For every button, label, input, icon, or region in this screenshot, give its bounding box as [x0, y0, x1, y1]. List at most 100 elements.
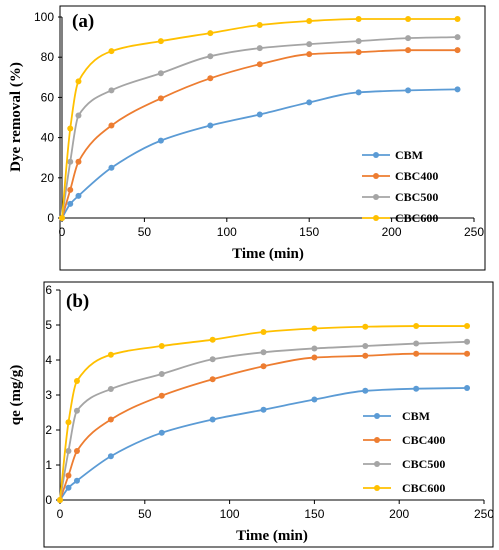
- y-tick-label: 1: [45, 458, 52, 472]
- data-point-cbc400: [209, 376, 216, 383]
- x-tick-label: 50: [138, 507, 152, 521]
- data-point-cbc400: [65, 472, 72, 479]
- data-point-cbc600: [454, 16, 461, 23]
- x-tick-label: 0: [59, 225, 66, 239]
- data-point-cbc600: [306, 18, 313, 25]
- panel-label: (b): [66, 291, 89, 312]
- legend-label-cbc600: CBC600: [395, 211, 438, 225]
- y-tick-label: 2: [45, 423, 52, 437]
- y-tick-label: 0: [47, 211, 54, 225]
- x-tick-label: 100: [217, 225, 237, 239]
- data-point-cbc400: [311, 354, 318, 361]
- data-point-cbc500: [311, 345, 318, 352]
- legend-marker-cbm: [374, 413, 380, 419]
- data-point-cbm: [209, 416, 216, 423]
- data-point-cbc600: [355, 16, 362, 23]
- data-point-cbc400: [413, 350, 420, 357]
- data-point-cbm: [158, 429, 165, 436]
- data-point-cbc400: [67, 186, 74, 193]
- y-axis-title: qe (mg/g): [8, 365, 24, 425]
- series-line-cbc400: [59, 352, 468, 501]
- data-point-cbc500: [207, 53, 214, 60]
- x-tick-label: 150: [299, 225, 319, 239]
- legend-marker-cbc500: [373, 194, 379, 200]
- y-tick-label: 40: [41, 131, 55, 145]
- data-point-cbm: [260, 406, 267, 413]
- series-group: [57, 323, 471, 503]
- data-point-cbc400: [73, 448, 80, 454]
- legend-marker-cbc600: [374, 485, 380, 491]
- legend: CBM CBC400 CBC500 CBC600: [363, 409, 445, 495]
- data-point-cbm: [355, 89, 362, 96]
- data-point-cbm: [311, 396, 318, 403]
- data-point-cbc600: [65, 419, 72, 426]
- data-point-cbc500: [306, 41, 313, 48]
- legend-label-cbc400: CBC400: [402, 433, 445, 447]
- data-point-cbc600: [108, 48, 115, 55]
- legend-marker-cbc400: [373, 173, 379, 179]
- data-point-cbm: [464, 385, 471, 391]
- data-point-cbc500: [108, 87, 115, 94]
- panel-border: [59, 5, 486, 271]
- data-point-cbc600: [311, 325, 318, 332]
- x-tick-label: 250: [474, 507, 494, 521]
- data-point-cbc400: [108, 122, 115, 129]
- data-point-cbc400: [260, 363, 267, 370]
- data-point-cbc600: [413, 323, 420, 330]
- legend-marker-cbc600: [373, 215, 379, 221]
- legend-marker-cbm: [373, 152, 379, 158]
- data-point-cbm: [108, 164, 115, 171]
- data-point-cbc600: [362, 323, 369, 330]
- data-point-cbc500: [107, 386, 114, 393]
- data-point-cbc500: [355, 38, 362, 45]
- data-point-cbc500: [256, 45, 263, 52]
- legend-label-cbc600: CBC600: [402, 481, 445, 495]
- data-point-cbc500: [73, 407, 80, 414]
- data-point-cbc500: [209, 356, 216, 363]
- y-tick-label: 0: [45, 493, 52, 507]
- legend-label-cbm: CBM: [402, 409, 430, 423]
- x-tick-label: 50: [138, 225, 152, 239]
- legend-label-cbc500: CBC500: [402, 457, 445, 471]
- data-point-cbc400: [454, 47, 461, 54]
- data-point-cbc600: [260, 329, 267, 335]
- data-point-cbc500: [158, 371, 165, 377]
- data-point-cbc400: [157, 95, 164, 102]
- data-point-cbc400: [306, 51, 313, 58]
- data-point-cbc600: [75, 78, 82, 85]
- legend-label-cbc500: CBC500: [395, 190, 438, 204]
- data-point-cbc600: [59, 215, 65, 221]
- y-ticks: 0 20 40 60 80 100: [34, 10, 62, 225]
- data-point-cbm: [73, 477, 80, 484]
- data-point-cbc600: [157, 38, 164, 45]
- chart-panel-b: (b) 0 50 100 150 200 250 0 1 2 3 4 5 6 Time (min) q…: [8, 281, 494, 548]
- legend-label-cbc400: CBC400: [395, 169, 438, 183]
- y-tick-label: 6: [45, 283, 52, 297]
- data-point-cbc600: [405, 16, 412, 23]
- x-ticks: 0 50 100 150 200 250: [59, 218, 484, 239]
- data-point-cbm: [107, 453, 114, 460]
- data-point-cbc500: [464, 338, 471, 345]
- data-point-cbc500: [157, 70, 164, 77]
- x-tick-label: 250: [464, 225, 484, 239]
- data-point-cbc600: [209, 336, 216, 343]
- panel-border: [43, 281, 494, 548]
- data-point-cbm: [454, 86, 461, 93]
- data-point-cbc600: [107, 351, 114, 358]
- data-point-cbc400: [75, 158, 82, 165]
- x-axis-title: Time (min): [232, 246, 304, 262]
- y-tick-label: 20: [41, 171, 55, 185]
- data-point-cbc600: [73, 378, 80, 384]
- chart-panel-a: (a) 0 50 100 150 200 250 0 20 40 60 80 100 Time (m…: [8, 5, 486, 271]
- data-point-cbm: [65, 484, 72, 491]
- data-point-cbm: [362, 387, 369, 394]
- x-tick-label: 0: [57, 507, 64, 521]
- data-point-cbc500: [454, 34, 461, 41]
- x-tick-label: 150: [304, 507, 324, 521]
- data-point-cbc400: [362, 352, 369, 359]
- data-point-cbc600: [158, 343, 165, 349]
- data-point-cbc600: [207, 30, 214, 37]
- data-point-cbc400: [158, 392, 165, 399]
- data-point-cbm: [75, 192, 82, 199]
- data-point-cbc500: [260, 349, 267, 356]
